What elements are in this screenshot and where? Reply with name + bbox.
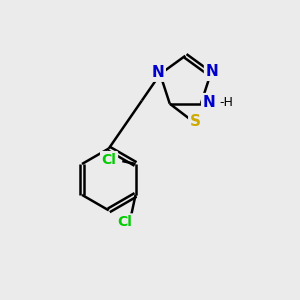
Text: Cl: Cl (102, 153, 116, 166)
Text: N: N (152, 65, 164, 80)
Text: N: N (206, 64, 218, 79)
Text: Cl: Cl (117, 215, 132, 229)
Text: S: S (190, 114, 201, 129)
Text: N: N (203, 95, 215, 110)
Text: -H: -H (219, 96, 233, 109)
